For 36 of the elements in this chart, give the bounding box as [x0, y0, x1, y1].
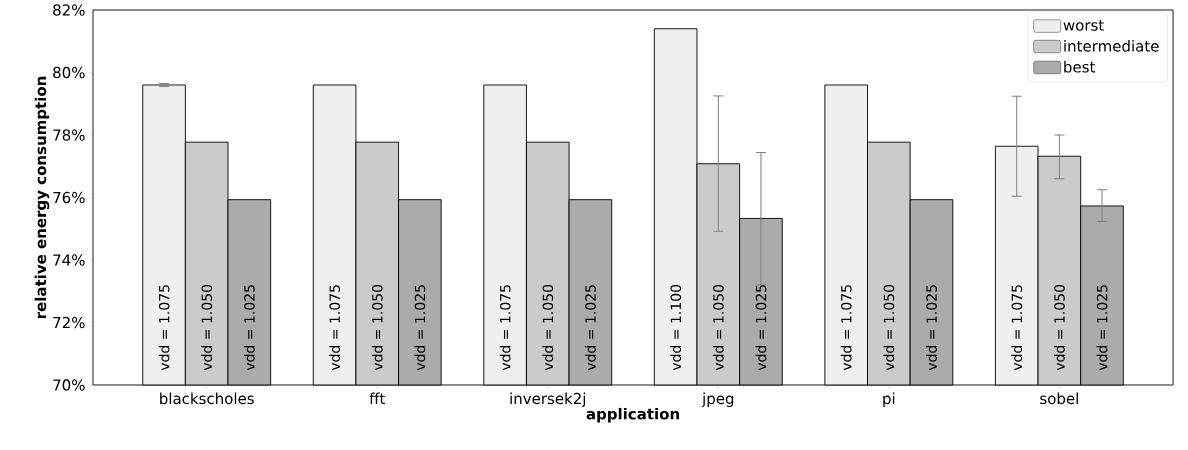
annotation: vdd = 1.075	[1011, 285, 1023, 371]
x-tick-label: pi	[883, 392, 895, 408]
legend-label: intermediate	[1064, 40, 1159, 52]
annotation: vdd = 1.075	[840, 285, 852, 371]
annotation: vdd = 1.050	[371, 284, 383, 371]
y-tick-label: 74%	[53, 254, 85, 266]
y-tick-label: 70%	[53, 379, 85, 391]
x-tick-label: inversek2j	[510, 392, 586, 408]
y-tick-label: 72%	[53, 316, 85, 329]
annotation: vdd = 1.025	[243, 285, 255, 371]
annotation: vdd = 1.075	[499, 285, 511, 371]
annotation: vdd = 1.025	[1096, 285, 1108, 371]
annotation: vdd = 1.050	[883, 284, 895, 371]
annotation: vdd = 1.075	[329, 285, 341, 371]
x-axis-title: application	[586, 407, 679, 423]
annotation: vdd = 1.025	[755, 285, 767, 371]
annotation: vdd = 1.050	[201, 284, 213, 371]
y-tick-label: 82%	[53, 4, 85, 16]
y-tick-label: 76%	[53, 191, 85, 204]
annotation: vdd = 1.025	[414, 285, 426, 371]
annotation: vdd = 1.075	[158, 285, 170, 371]
annotation: vdd = 1.050	[1053, 284, 1065, 371]
legend-label: worst	[1063, 20, 1104, 31]
x-tick-label: blackscholes	[160, 392, 254, 405]
annotation: vdd = 1.050	[542, 284, 554, 371]
annotation: vdd = 1.025	[584, 285, 596, 371]
x-tick-label: jpeg	[701, 392, 734, 408]
x-tick-label: fft	[369, 392, 385, 404]
y-tick-label: 80%	[53, 66, 85, 79]
y-tick-label: 78%	[53, 129, 85, 141]
annotation: vdd = 1.050	[712, 284, 724, 371]
annotation: vdd = 1.025	[926, 285, 937, 371]
legend-label: best	[1064, 61, 1096, 73]
x-tick-label: sobel	[1040, 392, 1078, 405]
y-axis-title: relative energy consumption	[34, 76, 50, 319]
annotation: vdd = 1.100	[670, 284, 682, 371]
